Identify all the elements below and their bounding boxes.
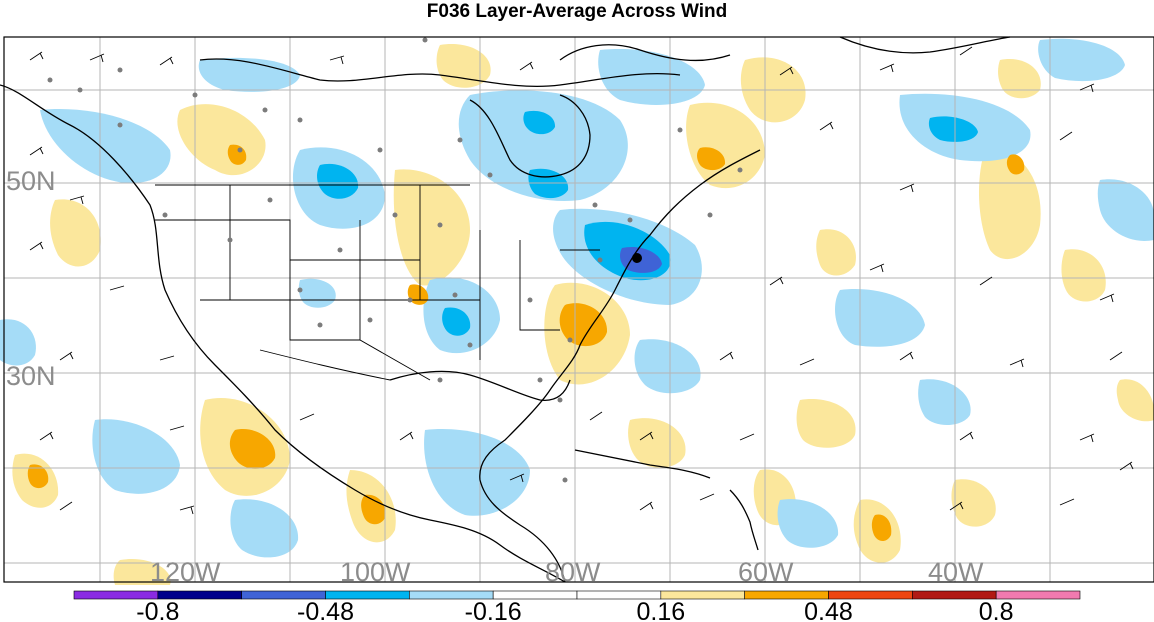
latitude-label: 50N [6,166,56,196]
colorbar-label: -0.16 [465,598,522,622]
chart-title: F036 Layer-Average Across Wind [426,1,728,22]
longitude-label: 40W [928,557,984,587]
colorbar-label: 0.16 [636,598,685,622]
grid-labels: 50N 30N 120W 100W 80W 60W 40W [6,166,984,587]
colorbar-label: 0.48 [804,598,853,622]
colorbar-label: -0.8 [136,598,179,622]
coastlines [0,36,1011,583]
graticule [4,37,1154,582]
anomaly-shading [0,38,1154,585]
longitude-label: 120W [150,557,221,587]
colorbar-label: 0.8 [979,598,1014,622]
longitude-label: 100W [340,557,411,587]
longitude-label: 80W [545,557,601,587]
latitude-label: 30N [6,361,56,391]
plot-border [3,36,1154,583]
political-borders [155,184,600,381]
colorbar-segment [995,590,1081,600]
longitude-label: 60W [738,557,794,587]
station-highlight [632,253,642,263]
observation-stations [47,37,743,483]
wind-barbs [29,46,1134,515]
colorbar-label: -0.48 [297,598,354,622]
colorbar: -0.8 -0.48 -0.16 0.16 0.48 0.8 [73,590,1081,622]
